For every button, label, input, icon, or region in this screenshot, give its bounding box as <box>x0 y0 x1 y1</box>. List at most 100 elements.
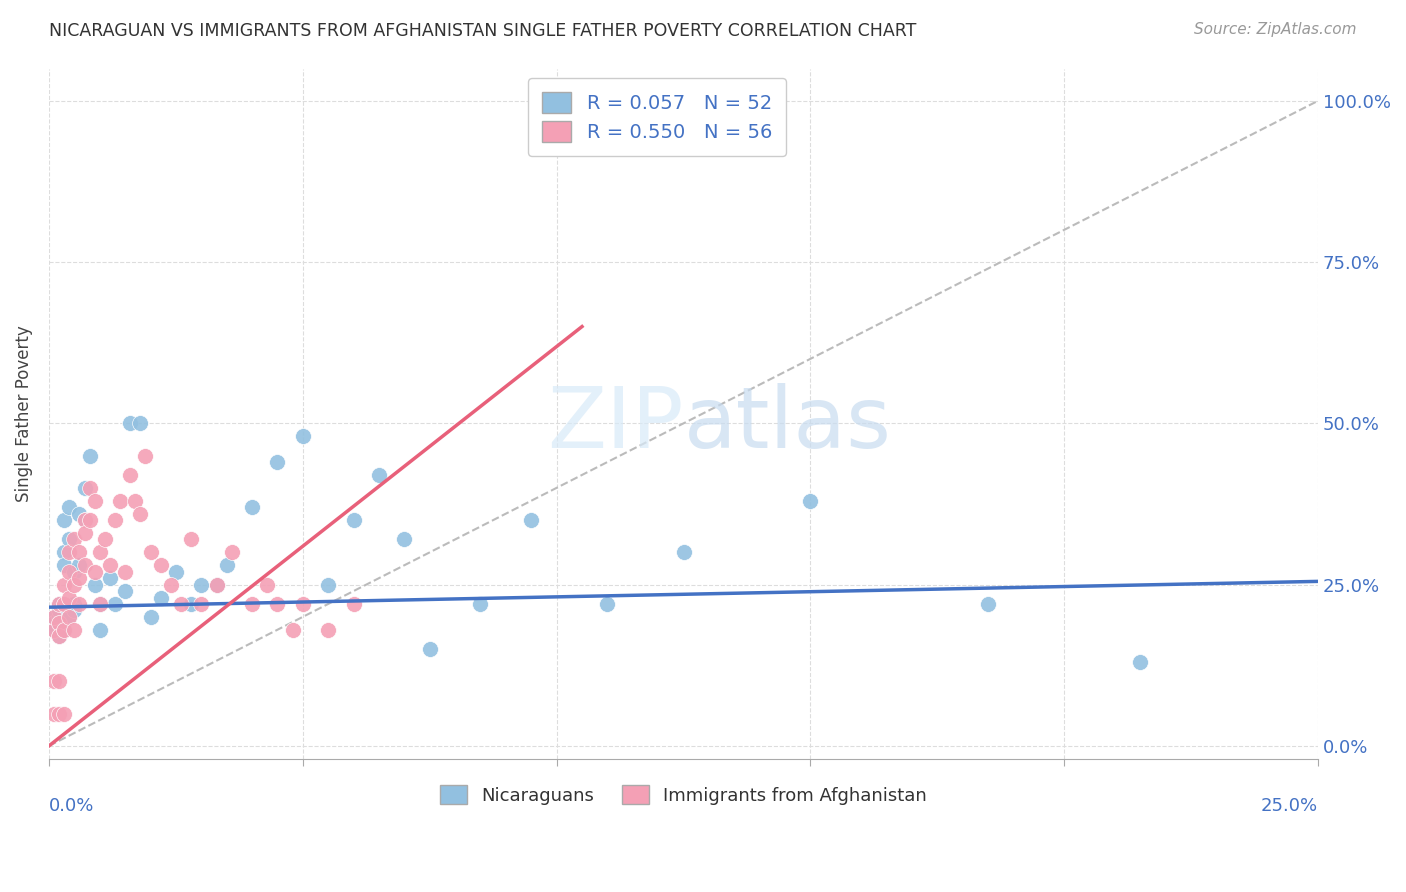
Text: 0.0%: 0.0% <box>49 797 94 814</box>
Point <box>67 545 90 559</box>
Point <box>42 623 65 637</box>
Point <box>291 597 314 611</box>
Point <box>63 577 86 591</box>
Point <box>58 610 80 624</box>
Point <box>53 706 76 721</box>
Point <box>63 623 86 637</box>
Point <box>114 584 136 599</box>
Point <box>256 577 278 591</box>
Point <box>42 616 65 631</box>
Point <box>316 577 339 591</box>
Point <box>53 558 76 573</box>
Point <box>63 597 86 611</box>
Point <box>104 513 127 527</box>
Point <box>73 513 96 527</box>
Point <box>190 597 212 611</box>
Point <box>180 533 202 547</box>
Point <box>134 449 156 463</box>
Point <box>139 545 162 559</box>
Point <box>129 417 152 431</box>
Point <box>42 706 65 721</box>
Text: ZIP: ZIP <box>547 383 683 466</box>
Point <box>48 597 70 611</box>
Point <box>53 623 76 637</box>
Y-axis label: Single Father Poverty: Single Father Poverty <box>15 326 32 502</box>
Point <box>48 629 70 643</box>
Point <box>596 597 619 611</box>
Point <box>63 603 86 617</box>
Point <box>266 455 288 469</box>
Point <box>520 513 543 527</box>
Point <box>83 565 105 579</box>
Point <box>215 558 238 573</box>
Point <box>48 616 70 631</box>
Point <box>108 493 131 508</box>
Point <box>73 481 96 495</box>
Point <box>281 623 304 637</box>
Point <box>73 558 96 573</box>
Point <box>221 545 243 559</box>
Point <box>180 597 202 611</box>
Point <box>53 577 76 591</box>
Point <box>48 597 70 611</box>
Point <box>48 603 70 617</box>
Point <box>42 610 65 624</box>
Point <box>120 417 142 431</box>
Point <box>67 507 90 521</box>
Point <box>67 597 90 611</box>
Point <box>190 577 212 591</box>
Point <box>42 674 65 689</box>
Point <box>89 545 111 559</box>
Point <box>83 493 105 508</box>
Point <box>316 623 339 637</box>
Point <box>977 597 1000 611</box>
Point <box>63 533 86 547</box>
Point <box>58 591 80 605</box>
Text: 25.0%: 25.0% <box>1261 797 1319 814</box>
Text: NICARAGUAN VS IMMIGRANTS FROM AFGHANISTAN SINGLE FATHER POVERTY CORRELATION CHAR: NICARAGUAN VS IMMIGRANTS FROM AFGHANISTA… <box>49 22 917 40</box>
Point <box>159 577 181 591</box>
Point <box>165 565 187 579</box>
Point <box>53 545 76 559</box>
Point <box>149 591 172 605</box>
Point <box>48 706 70 721</box>
Point <box>799 493 821 508</box>
Point <box>149 558 172 573</box>
Point <box>89 597 111 611</box>
Point <box>266 597 288 611</box>
Point <box>58 610 80 624</box>
Point <box>58 565 80 579</box>
Text: atlas: atlas <box>683 383 891 466</box>
Point <box>368 467 391 482</box>
Point <box>58 533 80 547</box>
Point <box>79 449 101 463</box>
Point <box>120 467 142 482</box>
Point <box>89 597 111 611</box>
Point <box>1129 655 1152 669</box>
Point <box>79 513 101 527</box>
Point <box>63 565 86 579</box>
Point <box>170 597 193 611</box>
Point <box>53 597 76 611</box>
Point <box>67 558 90 573</box>
Point <box>53 513 76 527</box>
Point <box>67 571 90 585</box>
Point <box>89 623 111 637</box>
Point <box>470 597 492 611</box>
Point <box>58 545 80 559</box>
Point <box>53 623 76 637</box>
Point <box>42 623 65 637</box>
Point <box>83 577 105 591</box>
Point <box>94 533 117 547</box>
Point <box>98 558 121 573</box>
Point <box>73 513 96 527</box>
Point <box>48 674 70 689</box>
Point <box>124 493 146 508</box>
Point <box>114 565 136 579</box>
Point <box>58 500 80 515</box>
Point <box>394 533 416 547</box>
Point <box>342 597 364 611</box>
Point <box>79 481 101 495</box>
Point <box>240 597 263 611</box>
Point <box>104 597 127 611</box>
